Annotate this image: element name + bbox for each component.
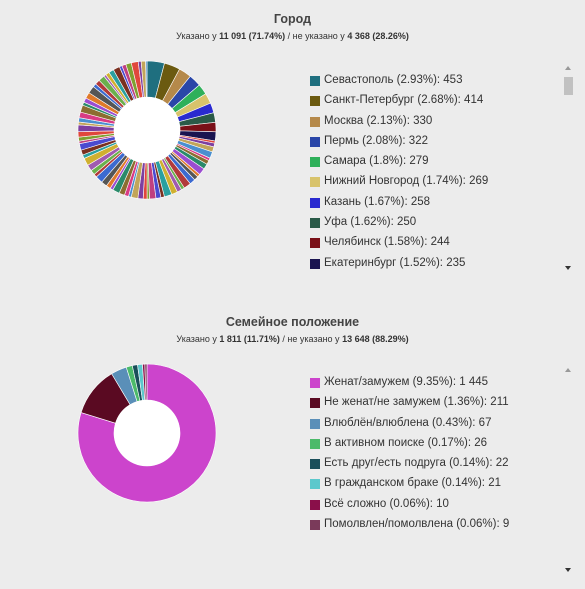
legend-swatch [310, 116, 320, 127]
legend-swatch [310, 398, 320, 409]
legend-item[interactable]: Москва (2.13%): 330 [310, 114, 550, 134]
legend-swatch [310, 76, 320, 86]
legend-item[interactable]: Челябинск (1.58%): 244 [310, 235, 550, 255]
family-title: Семейное положение [225, 315, 360, 329]
legend-label: Челябинск (1.58%): 244 [324, 236, 450, 249]
scroll-thumb[interactable] [564, 77, 573, 95]
legend-swatch [310, 157, 320, 168]
city-legend: Севастополь (2.93%): 453 Санкт-Петербург … [310, 73, 550, 276]
legend-label: В активном поиске (0.17%): 26 [324, 436, 488, 449]
legend-swatch [310, 459, 320, 470]
legend-label: Всё сложно (0.06%): 10 [324, 497, 449, 510]
scroll-down-arrow-icon[interactable] [565, 568, 571, 572]
family-legend-scrollbar[interactable] [564, 368, 574, 574]
family-legend: Женат/замужем (9.35%): 1 445 Не женат/не … [310, 375, 550, 537]
family-specified-prefix: Указано у [176, 334, 220, 344]
scroll-down-arrow-icon[interactable] [565, 266, 571, 270]
legend-item[interactable]: Нижний Новгород (1.74%): 269 [310, 174, 550, 194]
family-not-specified-prefix: / не указано у [279, 334, 343, 344]
city-legend-scrollbar[interactable] [564, 66, 574, 272]
legend-swatch [310, 238, 320, 249]
family-donut-chart [77, 363, 217, 503]
legend-swatch [310, 218, 320, 229]
family-subtitle: Указано у 1 811 (11.71%) / не указано у … [0, 334, 585, 344]
legend-swatch [310, 479, 320, 490]
legend-swatch [310, 197, 320, 208]
legend-label: Москва (2.13%): 330 [324, 114, 433, 127]
legend-swatch [310, 177, 320, 188]
legend-label: Самара (1.8%): 279 [324, 155, 429, 168]
legend-item[interactable]: Всё сложно (0.06%): 10 [310, 497, 550, 517]
legend-label: Не женат/не замужем (1.36%): 211 [324, 396, 509, 409]
legend-label: Уфа (1.62%): 250 [324, 216, 417, 229]
legend-item[interactable]: Помолвлен/помолвлена (0.06%): 9 [310, 517, 550, 537]
scroll-up-arrow-icon[interactable] [565, 66, 571, 70]
legend-item[interactable]: Уфа (1.62%): 250 [310, 215, 550, 235]
family-not-specified-value: 13 648 (88.29%) [342, 334, 409, 344]
legend-label: Казань (1.67%): 258 [324, 195, 431, 208]
city-not-specified-value: 4 368 (28.26%) [347, 31, 409, 41]
family-status-panel: Семейное положение Указано у 1 811 (11.7… [0, 300, 585, 589]
legend-label: Севастополь (2.93%): 453 [324, 74, 463, 86]
legend-label: Есть друг/есть подруга (0.14%): 22 [324, 457, 509, 470]
legend-item[interactable]: Пермь (2.08%): 322 [310, 134, 550, 154]
legend-swatch [310, 378, 320, 388]
legend-label: Пермь (2.08%): 322 [324, 134, 428, 147]
city-subtitle: Указано у 11 091 (71.74%) / не указано у… [0, 31, 585, 41]
legend-item[interactable]: Санкт-Петербург (2.68%): 414 [310, 93, 550, 113]
legend-item[interactable]: Есть друг/есть подруга (0.14%): 22 [310, 456, 550, 476]
scroll-up-arrow-icon[interactable] [565, 368, 571, 372]
donut-hole [114, 97, 180, 163]
legend-label: Нижний Новгород (1.74%): 269 [324, 175, 489, 188]
legend-label: Санкт-Петербург (2.68%): 414 [324, 94, 484, 107]
legend-swatch [310, 520, 320, 531]
legend-item[interactable]: Екатеринбург (1.52%): 235 [310, 256, 550, 276]
legend-label: В гражданском браке (0.14%): 21 [324, 477, 501, 490]
city-specified-value: 11 091 (71.74%) [219, 31, 286, 41]
legend-swatch [310, 418, 320, 429]
legend-label: Помолвлен/помолвлена (0.06%): 9 [324, 518, 510, 531]
legend-swatch [310, 258, 320, 269]
family-specified-value: 1 811 (11.71%) [219, 334, 280, 344]
legend-swatch [310, 499, 320, 510]
legend-item[interactable]: Женат/замужем (9.35%): 1 445 [310, 375, 550, 395]
legend-item[interactable]: В гражданском браке (0.14%): 21 [310, 476, 550, 496]
donut-hole [114, 400, 180, 466]
city-title: Город [273, 12, 312, 26]
legend-item[interactable]: Влюблён/влюблена (0.43%): 67 [310, 416, 550, 436]
legend-label: Екатеринбург (1.52%): 235 [324, 256, 466, 269]
city-not-specified-prefix: / не указано у [285, 31, 348, 41]
legend-swatch [310, 96, 320, 107]
legend-item[interactable]: Казань (1.67%): 258 [310, 195, 550, 215]
city-panel: Город Указано у 11 091 (71.74%) / не ука… [0, 0, 585, 290]
legend-item[interactable]: В активном поиске (0.17%): 26 [310, 436, 550, 456]
legend-label: Влюблён/влюблена (0.43%): 67 [324, 416, 492, 429]
legend-item[interactable]: Не женат/не замужем (1.36%): 211 [310, 395, 550, 415]
legend-swatch [310, 438, 320, 449]
legend-swatch [310, 136, 320, 147]
legend-item[interactable]: Самара (1.8%): 279 [310, 154, 550, 174]
legend-label: Женат/замужем (9.35%): 1 445 [324, 376, 489, 388]
city-donut-chart [77, 60, 217, 200]
legend-item[interactable]: Севастополь (2.93%): 453 [310, 73, 550, 93]
city-specified-prefix: Указано у [176, 31, 220, 41]
